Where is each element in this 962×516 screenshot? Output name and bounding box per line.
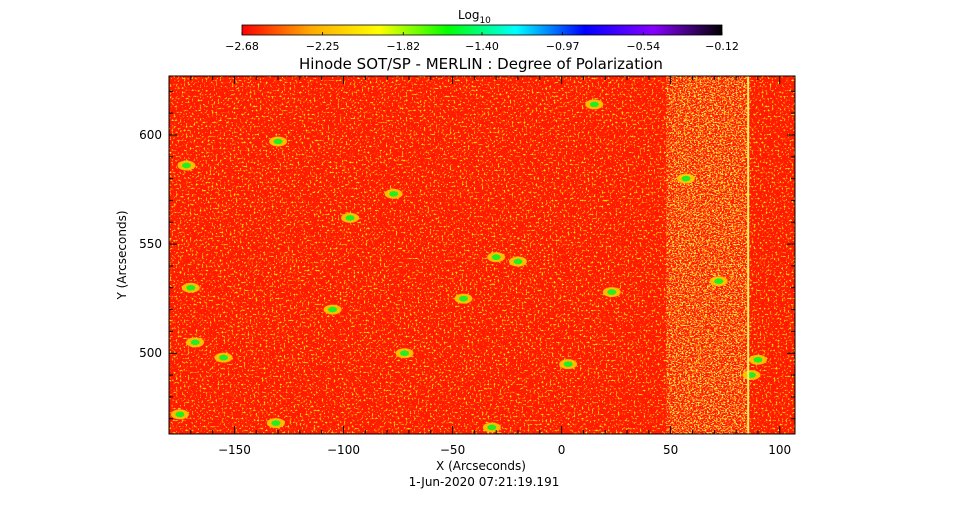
colorbar-tick-label: −0.12 xyxy=(705,40,739,53)
chart-title: Hinode SOT/SP - MERLIN : Degree of Polar… xyxy=(299,55,663,73)
green-patch xyxy=(389,191,399,197)
x-tick-label: 0 xyxy=(558,443,566,457)
x-tick-label: 50 xyxy=(663,443,678,457)
y-axis-label: Y (Arcseconds) xyxy=(115,210,129,300)
heatmap-plot-area xyxy=(169,76,795,434)
colorbar-tick-label: −0.54 xyxy=(626,40,660,53)
y-tick-label: 600 xyxy=(139,128,162,142)
green-patch xyxy=(219,354,229,361)
green-patch xyxy=(181,162,191,169)
heatmap-patches xyxy=(170,99,767,433)
x-axis-label: X (Arcseconds) xyxy=(436,459,526,473)
green-patch xyxy=(345,215,355,221)
y-tick-label: 550 xyxy=(139,237,162,251)
green-patch xyxy=(190,339,200,346)
green-patch xyxy=(273,138,283,145)
green-patch xyxy=(563,361,573,367)
colorbar-tick-label: −1.82 xyxy=(386,40,420,53)
colorbar-tick-label: −0.97 xyxy=(546,40,580,53)
x-tick-label: −50 xyxy=(440,443,465,457)
green-patch xyxy=(753,356,763,363)
green-patch xyxy=(271,420,281,426)
green-patch xyxy=(487,424,497,431)
axis-ticks: −150 −100 −50 0 50 100 500 550 600 xyxy=(139,76,795,457)
green-patch xyxy=(607,289,617,295)
y-tick-label: 500 xyxy=(139,346,162,360)
green-patch xyxy=(714,278,724,284)
green-patch xyxy=(491,254,501,260)
colorbar-tick-label: −1.40 xyxy=(465,40,499,53)
colorbar-ticks: −2.68 −2.25 −1.82 −1.40 −0.97 −0.54 −0.12 xyxy=(225,32,739,53)
green-patch xyxy=(513,258,523,265)
green-patch xyxy=(175,411,185,418)
green-patch xyxy=(400,350,410,357)
x-tick-label: −100 xyxy=(327,443,360,457)
colorbar-label: Log10 xyxy=(458,8,491,26)
colorbar-tick-label: −2.68 xyxy=(225,40,259,53)
green-patch xyxy=(328,306,338,313)
x-tick-label: 100 xyxy=(768,443,791,457)
green-patch xyxy=(681,175,691,182)
heatmap-yellow-stripe xyxy=(666,76,750,434)
plot-frame xyxy=(168,75,796,435)
green-patch xyxy=(186,284,196,291)
green-patch xyxy=(589,101,599,108)
x-tick-label: −150 xyxy=(218,443,251,457)
timestamp-footer: 1-Jun-2020 07:21:19.191 xyxy=(409,475,560,489)
colorbar-tick-label: −2.25 xyxy=(306,40,340,53)
green-patch xyxy=(458,295,468,302)
